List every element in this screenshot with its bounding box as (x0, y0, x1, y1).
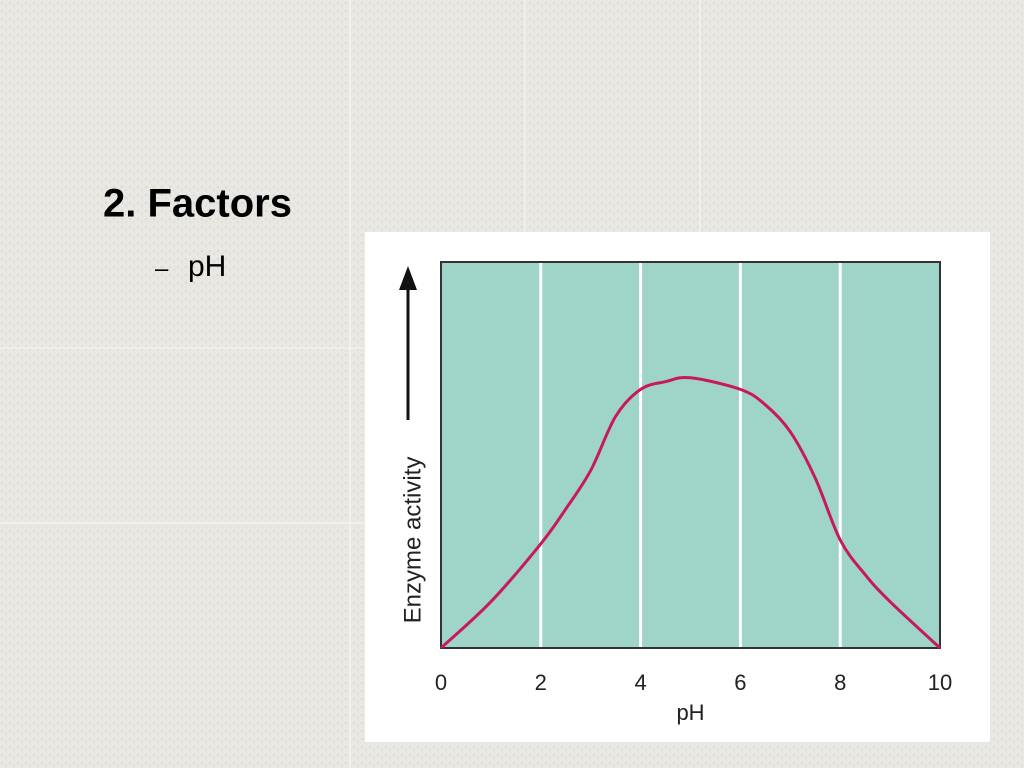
x-tick-label: 8 (834, 670, 846, 695)
x-tick-label: 10 (928, 670, 952, 695)
bullet-marker: – (155, 255, 169, 282)
x-tick-label: 0 (435, 670, 447, 695)
y-axis-arrowhead (399, 266, 417, 290)
slide-title: 2. Factors (103, 182, 292, 226)
x-tick-label: 4 (634, 670, 646, 695)
plot-area (440, 261, 941, 649)
chart: 0 2 4 6 8 10 pH Enzyme activity (399, 261, 952, 725)
x-tick-label: 6 (734, 670, 746, 695)
data-line (439, 376, 942, 650)
x-axis-label: pH (676, 700, 704, 725)
y-axis-label: Enzyme activity (399, 457, 426, 624)
bullet-text: pH (188, 250, 226, 283)
x-tick-label: 2 (535, 670, 547, 695)
tile-seams (0, 0, 701, 768)
